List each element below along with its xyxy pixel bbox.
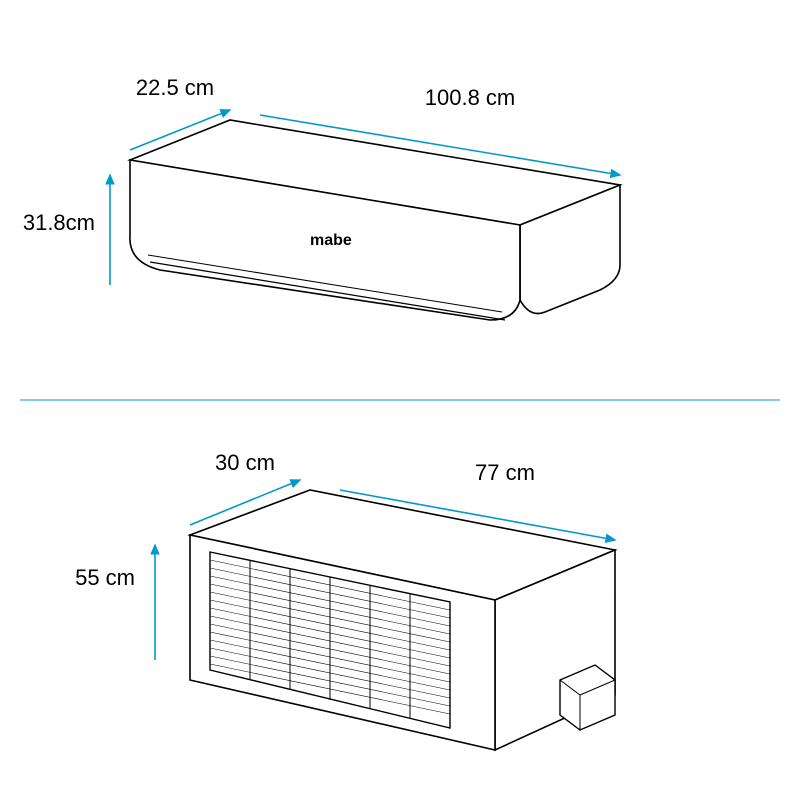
indoor-width-label: 100.8 cm bbox=[425, 85, 516, 110]
outdoor-width-label: 77 cm bbox=[475, 460, 535, 485]
outdoor-depth-label: 30 cm bbox=[215, 450, 275, 475]
outdoor-height-label: 55 cm bbox=[75, 565, 135, 590]
indoor-depth-label: 22.5 cm bbox=[136, 75, 214, 100]
indoor-height-label: 31.8cm bbox=[23, 210, 95, 235]
indoor-brand-label: mabe bbox=[310, 232, 352, 249]
indoor-unit: mabe bbox=[130, 120, 620, 320]
dimension-diagram: mabe 22.5 cm 100.8 cm 31.8cm bbox=[0, 0, 800, 800]
